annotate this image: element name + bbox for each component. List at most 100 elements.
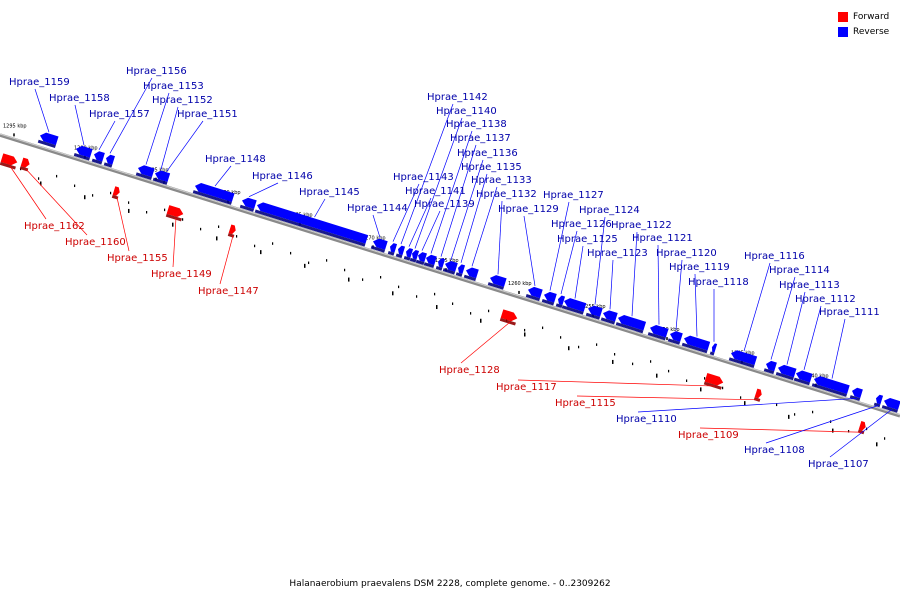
scale-label: 1260 kbp	[508, 281, 532, 287]
gene-hprae-1160[interactable]	[19, 157, 31, 172]
gene-hprae-1162[interactable]	[0, 153, 19, 170]
gene-body	[712, 343, 718, 353]
minor-tick	[832, 428, 834, 433]
gene-hprae-1116[interactable]	[728, 349, 758, 368]
gene-hprae-1125[interactable]	[561, 297, 587, 315]
leader-line	[414, 117, 463, 249]
gene-hprae-1158[interactable]	[73, 144, 93, 161]
gene-hprae-1117[interactable]	[703, 372, 725, 390]
gene-hprae-1128[interactable]	[499, 309, 519, 326]
gene-hprae-1153[interactable]	[135, 164, 155, 180]
gene-hprae-1141[interactable]	[403, 247, 414, 261]
leader-line	[829, 409, 893, 458]
gene-shadow	[103, 162, 113, 168]
leader-line	[699, 427, 864, 433]
gene-hprae-1137[interactable]	[435, 257, 446, 271]
minor-tick	[656, 373, 658, 378]
leader-line	[400, 103, 454, 245]
gene-shadow	[455, 272, 463, 277]
backbone-line	[0, 133, 900, 418]
gene-body	[588, 305, 603, 317]
gene-hprae-1107[interactable]	[881, 397, 900, 413]
gene-hprae-1144[interactable]	[370, 237, 388, 253]
gene-hprae-1111[interactable]	[811, 375, 850, 397]
minor-tick	[794, 413, 796, 416]
gene-hprae-1124[interactable]	[585, 304, 603, 320]
gene-hprae-1146[interactable]	[239, 196, 257, 212]
gene-hprae-1118[interactable]	[709, 343, 718, 356]
gene-label: Hprae_1121	[632, 233, 693, 244]
gene-body	[165, 172, 171, 182]
minor-tick	[650, 360, 652, 363]
minor-tick	[876, 442, 878, 447]
gene-hprae-1108[interactable]	[873, 394, 884, 408]
gene-hprae-1133[interactable]	[463, 266, 479, 282]
gene-hprae-1148[interactable]	[192, 182, 235, 205]
gene-hprae-1136[interactable]	[442, 260, 458, 275]
leader-line	[172, 217, 177, 268]
gene-hprae-1159[interactable]	[37, 131, 59, 149]
leader-line	[694, 273, 698, 337]
gene-shadow	[73, 153, 90, 161]
gene-hprae-1142[interactable]	[395, 245, 406, 259]
gene-hprae-1127[interactable]	[541, 290, 557, 306]
gene-hprae-1143[interactable]	[387, 242, 398, 256]
gene-hprae-1149[interactable]	[165, 205, 185, 222]
gene-hprae-1120[interactable]	[667, 330, 683, 345]
gene-shadow	[192, 190, 232, 205]
gene-hprae-1152[interactable]	[152, 169, 168, 185]
minor-tick	[344, 268, 346, 272]
gene-body	[618, 315, 647, 331]
gene-hprae-1119[interactable]	[681, 334, 711, 354]
gene-hprae-1145[interactable]	[254, 201, 369, 247]
gene-hprae-1122[interactable]	[615, 314, 647, 334]
gene-hprae-1113[interactable]	[775, 363, 797, 381]
gene-body	[40, 132, 59, 146]
minor-tick	[700, 387, 702, 392]
scale-label: 1285 kbp	[145, 168, 169, 174]
gene-hprae-1132[interactable]	[487, 274, 507, 290]
gene-shadow	[387, 250, 395, 256]
gene-hprae-1126[interactable]	[555, 295, 566, 309]
gene-labels: Hprae_1162 Hprae_1160 Hprae_1159 Hprae_1158…	[9, 66, 880, 470]
gene-shadow	[370, 245, 386, 253]
gene-hprae-1147[interactable]	[227, 224, 237, 238]
gene-hprae-1114[interactable]	[763, 360, 777, 375]
gene-hprae-1129[interactable]	[525, 285, 543, 302]
gene-label: Hprae_1127	[543, 190, 604, 201]
gene-hprae-1110[interactable]	[849, 387, 863, 401]
minor-tick	[812, 410, 814, 414]
minor-tick	[254, 244, 256, 248]
gene-hprae-1156[interactable]	[103, 154, 115, 168]
gene-label: Hprae_1135	[461, 162, 522, 173]
gene-hprae-1139[interactable]	[415, 251, 427, 265]
gene-hprae-1123[interactable]	[600, 309, 618, 325]
gene-label: Hprae_1145	[299, 187, 360, 198]
gene-label: Hprae_1141	[405, 186, 466, 197]
gene-hprae-1121[interactable]	[647, 324, 669, 341]
minor-tick	[744, 401, 746, 406]
gene-hprae-1140[interactable]	[409, 249, 420, 263]
leader-line	[657, 244, 660, 325]
leader-line	[517, 379, 716, 387]
gene-shadow	[91, 158, 103, 165]
gene-label: Hprae_1144	[347, 203, 408, 214]
gene-hprae-1138[interactable]	[423, 254, 437, 269]
minor-tick	[40, 181, 42, 186]
gene-label: Hprae_1113	[779, 280, 840, 291]
gene-shadow	[561, 305, 584, 315]
gene-hprae-1155[interactable]	[111, 186, 121, 200]
gene-hprae-1157[interactable]	[91, 150, 105, 165]
gene-label: Hprae_1159	[9, 77, 70, 88]
gene-body	[138, 165, 155, 178]
legend-reverse-swatch	[838, 26, 848, 37]
minor-tick	[200, 227, 202, 231]
gene-hprae-1151[interactable]	[162, 172, 171, 185]
gene-hprae-1112[interactable]	[793, 369, 813, 386]
gene-body	[373, 238, 388, 250]
gene-label: Hprae_1140	[436, 106, 497, 117]
gene-body	[731, 350, 758, 366]
gene-hprae-1135[interactable]	[455, 264, 466, 277]
gene-label: Hprae_1157	[89, 109, 150, 120]
gene-shadow	[681, 342, 708, 354]
